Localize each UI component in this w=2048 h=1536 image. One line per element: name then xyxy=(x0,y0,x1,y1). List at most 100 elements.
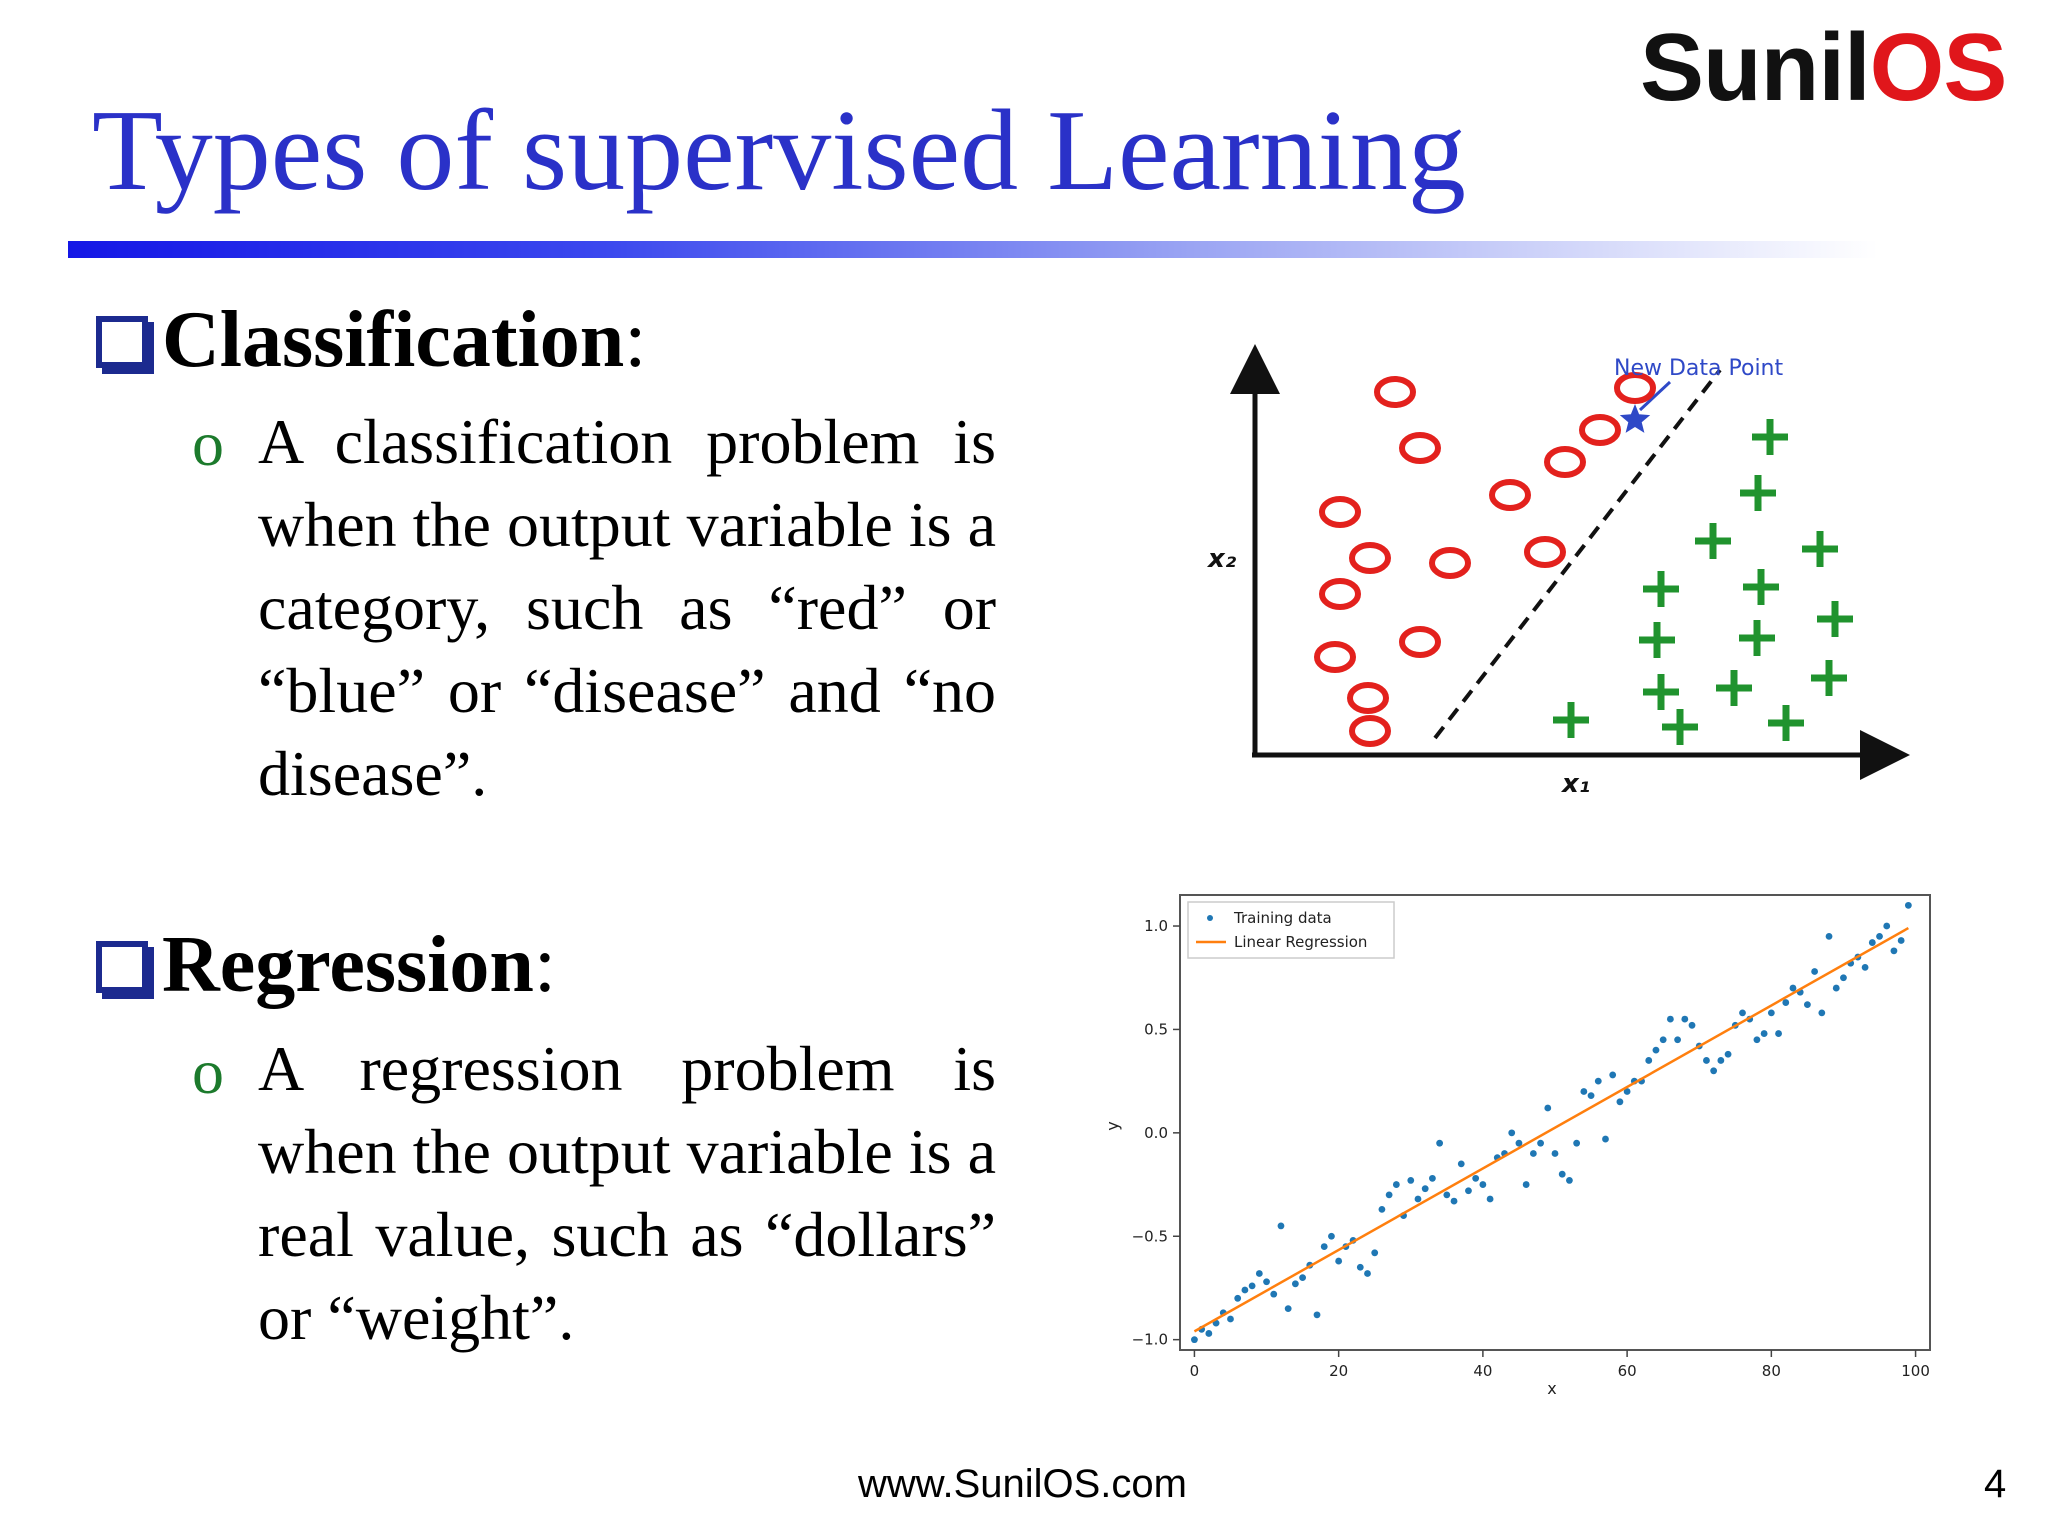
classification-heading-text: Classification xyxy=(162,296,625,384)
legend-label-linear-regression: Linear Regression xyxy=(1234,933,1367,951)
training-data-point xyxy=(1255,1270,1263,1277)
training-data-point xyxy=(1241,1286,1249,1294)
class-green-plus-point xyxy=(1643,674,1679,710)
regression-heading-colon: : xyxy=(533,921,557,1009)
chart-legend: Training data Linear Regression xyxy=(1187,901,1395,959)
training-data-point xyxy=(1486,1195,1494,1203)
y-tick-label: −0.5 xyxy=(1132,1227,1168,1245)
checkbox-bullet-icon xyxy=(96,941,148,993)
training-data-point xyxy=(1508,1129,1516,1137)
training-data-point xyxy=(1602,1135,1609,1143)
training-data-point xyxy=(1429,1174,1436,1182)
new-data-point-label: New Data Point xyxy=(1614,356,1783,381)
training-data-point xyxy=(1479,1181,1487,1188)
class-red-circle-point xyxy=(1399,626,1441,658)
class-green-plus-point xyxy=(1695,523,1731,559)
training-data-point xyxy=(1594,1077,1602,1085)
training-data-point xyxy=(1760,1030,1768,1037)
y-axis-title: y xyxy=(1103,1121,1122,1130)
training-data-point xyxy=(1263,1278,1270,1286)
training-data-point xyxy=(1804,1001,1811,1009)
logo-part-sunil: Sunil xyxy=(1640,14,1871,121)
training-data-point xyxy=(1465,1187,1472,1195)
logo-part-os: OS xyxy=(1869,14,2008,121)
class-red-circle-point xyxy=(1579,414,1621,446)
training-data-point xyxy=(1832,984,1840,992)
x1-axis-label: x₁ xyxy=(1560,769,1590,799)
regression-heading: Regression: xyxy=(96,925,556,1005)
training-data-point xyxy=(1890,947,1898,955)
training-data-point xyxy=(1782,999,1790,1006)
training-data-point xyxy=(1558,1170,1566,1178)
class-green-plus-point xyxy=(1768,705,1804,741)
class-red-circle-point xyxy=(1544,446,1586,478)
new-data-point-star-icon xyxy=(1619,404,1651,433)
class-green-plus-point xyxy=(1802,531,1838,567)
training-data-point xyxy=(1724,1050,1732,1058)
y-tick-label: 0.0 xyxy=(1144,1124,1168,1142)
x-tick-label: 40 xyxy=(1473,1362,1492,1380)
y-tick-label: −1.0 xyxy=(1132,1331,1168,1349)
class-red-circle-point xyxy=(1349,542,1391,574)
training-data-point xyxy=(1436,1139,1444,1147)
training-data-point xyxy=(1710,1067,1718,1075)
training-data-point xyxy=(1876,932,1883,940)
legend-marker-training-data xyxy=(1207,915,1213,921)
regression-description: A regression problem is when the output … xyxy=(258,1033,996,1353)
plot-area-frame xyxy=(1179,894,1931,1351)
training-data-point xyxy=(1681,1015,1689,1023)
class-green-plus-point xyxy=(1716,670,1752,706)
training-data-point xyxy=(1904,901,1912,909)
slide-title: Types of supervised Learning xyxy=(92,87,1466,215)
training-data-point xyxy=(1753,1036,1761,1044)
training-data-point xyxy=(1775,1030,1782,1037)
training-data-point xyxy=(1392,1181,1400,1188)
class-red-circle-point xyxy=(1399,432,1441,464)
class-red-circle-point xyxy=(1614,372,1656,404)
training-data-point xyxy=(1515,1139,1523,1147)
training-data-point xyxy=(1580,1088,1588,1095)
class-red-circle-point xyxy=(1319,578,1361,610)
training-data-point xyxy=(1897,937,1905,944)
training-data-point xyxy=(1659,1036,1667,1044)
page-number: 4 xyxy=(1984,1462,2007,1506)
x-tick-label: 0 xyxy=(1190,1362,1200,1380)
class-green-plus-point xyxy=(1811,660,1847,696)
training-data-point xyxy=(1270,1290,1278,1298)
training-data-point xyxy=(1566,1177,1573,1184)
training-data-point xyxy=(1472,1174,1480,1182)
class-green-plus-point xyxy=(1817,601,1853,637)
legend-label-training-data: Training data xyxy=(1233,909,1332,927)
footer-url: www.SunilOS.com xyxy=(858,1462,1187,1506)
classification-description: A classification problem is when the out… xyxy=(258,406,996,809)
training-data-point xyxy=(1191,1336,1198,1344)
training-data-point xyxy=(1652,1046,1660,1054)
x-axis-title: x xyxy=(1547,1379,1556,1398)
x2-axis-label: x₂ xyxy=(1206,544,1237,574)
legend-box xyxy=(1187,901,1395,959)
regression-chart: 0 20 40 60 80 100 −1.0 −0.5 0.0 0.5 1.0 Training d… xyxy=(1103,894,1931,1398)
training-data-point xyxy=(1205,1330,1213,1337)
classification-heading-colon: : xyxy=(624,296,647,384)
sunilos-logo: SunilOS xyxy=(1640,20,2007,116)
class-red-circle-point xyxy=(1374,376,1416,408)
training-data-point xyxy=(1717,1057,1725,1064)
training-data-point xyxy=(1385,1191,1393,1199)
training-data-point xyxy=(1688,1021,1696,1029)
training-data-point xyxy=(1421,1185,1429,1193)
training-data-point xyxy=(1371,1249,1379,1257)
class-green-plus-point xyxy=(1752,419,1788,455)
training-data-point xyxy=(1573,1139,1581,1147)
training-data-point xyxy=(1313,1311,1321,1319)
class-green-plus-point xyxy=(1553,702,1589,738)
training-data-point xyxy=(1861,963,1869,971)
class-green-plus-point xyxy=(1739,620,1775,656)
training-data-point xyxy=(1328,1232,1335,1240)
class-red-circle-point xyxy=(1319,496,1361,528)
decision-boundary xyxy=(1433,368,1722,740)
class-red-circle-point xyxy=(1314,641,1356,673)
training-data-point xyxy=(1450,1197,1458,1205)
training-data-point xyxy=(1609,1071,1617,1079)
training-data-point xyxy=(1407,1177,1415,1184)
